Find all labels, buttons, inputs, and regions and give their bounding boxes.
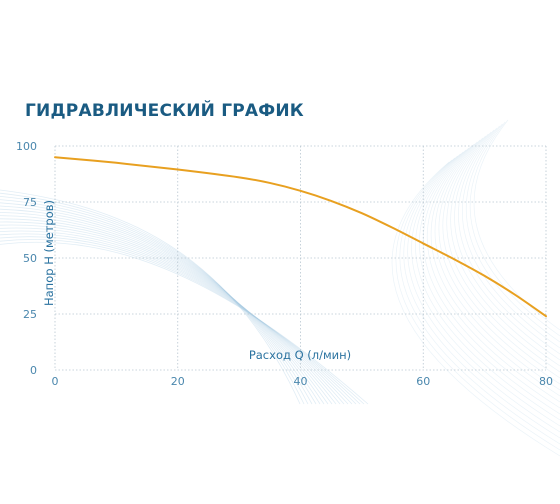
background-wave [430, 141, 560, 397]
x-tick-label: 0 [52, 375, 59, 388]
background-wave [446, 133, 560, 373]
background-wave [391, 161, 560, 457]
y-axis-label: Напор H (метров) [42, 200, 56, 306]
background-wave [0, 239, 365, 405]
series-line [54, 156, 547, 318]
chart-grid [54, 145, 547, 371]
background-wave [469, 121, 560, 337]
background-wave [0, 199, 313, 405]
background-wave [0, 241, 369, 405]
y-tick-label: 0 [30, 364, 37, 377]
background-wave [399, 157, 560, 445]
background-wave [407, 153, 560, 433]
y-tick-label: 75 [23, 196, 37, 209]
background-wave [465, 123, 560, 343]
x-axis-label: Расход Q (л/мин) [249, 348, 351, 362]
background-wave [0, 218, 337, 405]
background-wave [0, 224, 345, 405]
y-tick-label: 100 [16, 140, 37, 153]
background-wave [458, 127, 560, 355]
x-tick-label: 60 [416, 375, 430, 388]
background-wave [450, 131, 560, 367]
background-wave [0, 230, 353, 405]
background-wave [454, 129, 560, 361]
background-wave [427, 143, 560, 403]
background-wave [0, 202, 317, 405]
x-tick-label: 20 [171, 375, 185, 388]
background-wave [395, 159, 560, 451]
x-tick-label: 80 [539, 375, 553, 388]
background-wave [0, 192, 305, 405]
chart-title: ГИДРАВЛИЧЕСКИЙ ГРАФИК [25, 101, 304, 121]
background-wave [0, 196, 309, 405]
background-wave [0, 227, 349, 405]
background-wave [0, 212, 329, 405]
background-wave [461, 125, 560, 349]
background-wave [419, 147, 560, 415]
background-waves [0, 119, 560, 457]
background-wave [438, 137, 560, 385]
background-wave [0, 221, 341, 405]
background-wave [411, 151, 560, 427]
series-layer [54, 156, 547, 318]
background-wave [0, 189, 301, 405]
tick-labels: 0 20 40 60 80 0 25 50 75 100 [16, 140, 553, 388]
x-tick-label: 40 [294, 375, 308, 388]
background-wave [0, 233, 357, 405]
y-tick-label: 25 [23, 308, 37, 321]
background-wave [0, 215, 333, 405]
background-wave [423, 145, 560, 409]
background-wave [473, 119, 560, 331]
background-wave [0, 236, 361, 405]
y-tick-label: 50 [23, 252, 37, 265]
background-wave [0, 208, 325, 405]
background-wave [403, 155, 560, 439]
background-wave [0, 205, 321, 405]
background-wave [415, 149, 560, 421]
background-wave [434, 139, 560, 391]
